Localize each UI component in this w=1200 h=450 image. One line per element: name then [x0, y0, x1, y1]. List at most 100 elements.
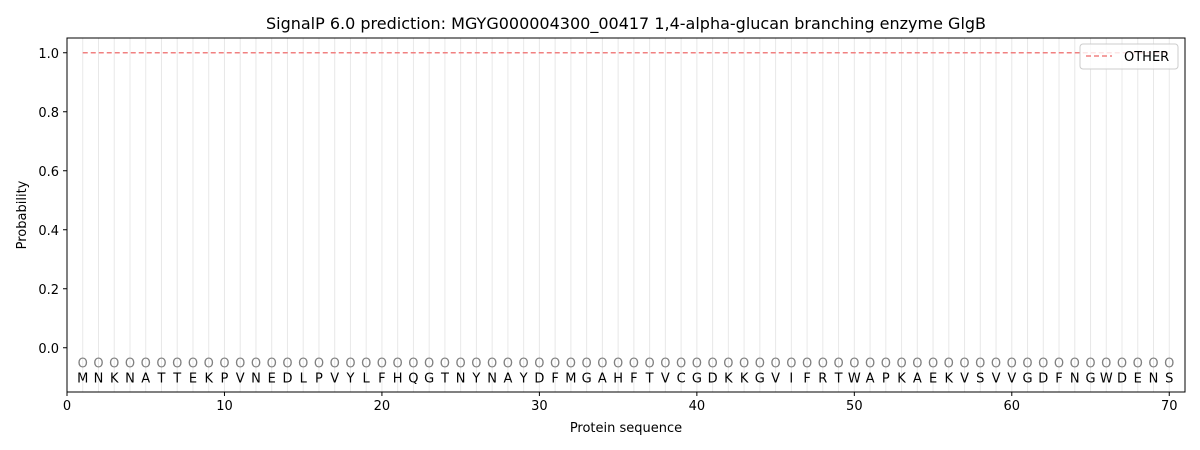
predicted-label: O: [755, 357, 765, 372]
predicted-label: O: [849, 357, 859, 372]
predicted-label: O: [298, 357, 308, 372]
predicted-label: O: [361, 357, 371, 372]
x-tick-label: 40: [689, 399, 706, 414]
residue-letter: Y: [519, 371, 528, 386]
residue-letter: M: [77, 371, 88, 386]
residue-letter: F: [630, 371, 637, 386]
predicted-label: O: [471, 357, 481, 372]
predicted-label: O: [503, 357, 513, 372]
predicted-label: O: [975, 357, 985, 372]
x-tick-label: 0: [63, 399, 71, 414]
x-tick-label: 10: [216, 399, 233, 414]
predicted-label: O: [645, 357, 655, 372]
predicted-label: O: [424, 357, 434, 372]
x-tick-label: 20: [374, 399, 391, 414]
predicted-label: O: [440, 357, 450, 372]
residue-letter: T: [834, 371, 843, 386]
residue-letter: N: [1070, 371, 1080, 386]
predicted-label: O: [408, 357, 418, 372]
residue-letter: V: [1007, 371, 1016, 386]
residue-letter: N: [251, 371, 261, 386]
predicted-label: O: [1038, 357, 1048, 372]
predicted-label: O: [629, 357, 639, 372]
predicted-label: O: [944, 357, 954, 372]
y-tick-label: 1.0: [38, 47, 59, 62]
predicted-label: O: [1007, 357, 1017, 372]
residue-letter: E: [1134, 371, 1142, 386]
residue-letter: G: [755, 371, 765, 386]
x-axis-label: Protein sequence: [570, 421, 682, 436]
residue-letter: C: [677, 371, 686, 386]
residue-letter: G: [424, 371, 434, 386]
residue-letter: F: [378, 371, 385, 386]
predicted-label: O: [991, 357, 1001, 372]
residue-gridlines: [82, 38, 1170, 392]
chart-title: SignalP 6.0 prediction: MGYG000004300_00…: [266, 14, 986, 34]
legend-label-other: OTHER: [1124, 50, 1169, 65]
predicted-label: O: [1101, 357, 1111, 372]
residue-letter: P: [882, 371, 890, 386]
x-tick-label: 30: [531, 399, 548, 414]
predicted-label: O: [818, 357, 828, 372]
predicted-label: O: [613, 357, 623, 372]
residue-letter: L: [300, 371, 308, 386]
residue-letter: N: [487, 371, 497, 386]
predicted-label: O: [1085, 357, 1095, 372]
predicted-label: O: [393, 357, 403, 372]
predicted-label: O: [896, 357, 906, 372]
y-tick-label: 0.4: [38, 224, 59, 239]
predicted-label: O: [865, 357, 875, 372]
residue-letter: F: [1055, 371, 1062, 386]
predicted-label: O: [739, 357, 749, 372]
predicted-label: O: [377, 357, 387, 372]
residue-letter: R: [818, 371, 827, 386]
residue-letter: D: [708, 371, 718, 386]
predicted-label: O: [1117, 357, 1127, 372]
plot-marks: OMONOKONOAOTOTOEOKOPOVONOEODOLOPOVOYOLOF…: [77, 52, 1174, 386]
residue-letter: G: [692, 371, 702, 386]
predicted-label: O: [314, 357, 324, 372]
residue-letter: V: [992, 371, 1001, 386]
predicted-label: O: [78, 357, 88, 372]
residue-letter: D: [282, 371, 292, 386]
predicted-label: O: [660, 357, 670, 372]
predicted-label: O: [786, 357, 796, 372]
residue-letter: T: [172, 371, 181, 386]
residue-letter: S: [976, 371, 984, 386]
residue-letter: E: [929, 371, 937, 386]
y-axis-ticks: 0.0 0.2 0.4 0.6 0.8 1.0: [38, 47, 67, 357]
residue-letter: K: [945, 371, 954, 386]
predicted-label: O: [676, 357, 686, 372]
predicted-label: O: [582, 357, 592, 372]
residue-letter: D: [534, 371, 544, 386]
predicted-label: O: [125, 357, 135, 372]
predicted-label: O: [707, 357, 717, 372]
x-tick-label: 60: [1004, 399, 1021, 414]
x-tick-label: 50: [846, 399, 863, 414]
residue-letter: V: [661, 371, 670, 386]
y-tick-label: 0.2: [38, 283, 59, 298]
y-tick-label: 0.6: [38, 165, 59, 180]
residue-letter: H: [613, 371, 623, 386]
residue-letter: S: [1165, 371, 1173, 386]
predicted-label: O: [141, 357, 151, 372]
predicted-label: O: [1133, 357, 1143, 372]
residue-letter: K: [724, 371, 733, 386]
residue-letter: M: [565, 371, 576, 386]
predicted-label: O: [566, 357, 576, 372]
residue-letter: H: [393, 371, 403, 386]
predicted-label: O: [282, 357, 292, 372]
residue-letter: K: [110, 371, 119, 386]
residue-letter: W: [1100, 371, 1113, 386]
residue-letter: E: [189, 371, 197, 386]
residue-letter: W: [848, 371, 861, 386]
residue-letter: D: [1038, 371, 1048, 386]
residue-letter: V: [330, 371, 339, 386]
predicted-label: O: [519, 357, 529, 372]
residue-letter: T: [440, 371, 449, 386]
legend-box: [1079, 43, 1179, 70]
predicted-label: O: [833, 357, 843, 372]
predicted-label: O: [1070, 357, 1080, 372]
residue-letter: A: [598, 371, 607, 386]
predicted-label: O: [597, 357, 607, 372]
